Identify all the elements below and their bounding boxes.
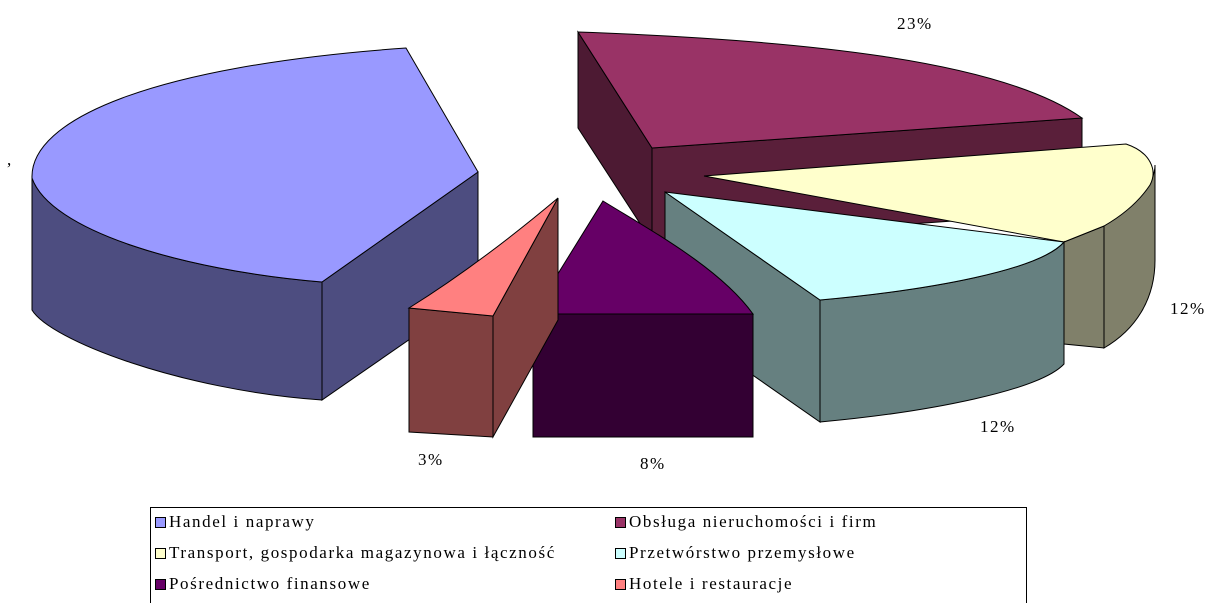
slice-handel-top xyxy=(31,47,479,283)
slice-hotele-top xyxy=(407,197,559,317)
data-label-posrednictwo: 8% xyxy=(640,454,666,473)
data-label-transport: 12% xyxy=(1170,299,1206,318)
legend-swatch-posrednictwo xyxy=(155,578,166,590)
slice-transport-top xyxy=(703,143,1154,243)
slice-przetworstwo-top xyxy=(664,191,1065,301)
legend-item-transport: Transport, gospodarka magazynowa i łączn… xyxy=(155,542,556,564)
legend-swatch-transport xyxy=(155,547,166,559)
legend-label-przetworstwo: Przetwórstwo przemysłowe xyxy=(629,543,856,562)
legend-item-handel: Handel i naprawy xyxy=(155,511,315,533)
slice-hotele xyxy=(407,197,559,439)
legend-label-handel: Handel i naprawy xyxy=(169,512,316,531)
legend-swatch-przetworstwo xyxy=(615,547,626,559)
legend-swatch-obsluga xyxy=(615,516,626,528)
slice-posrednictwo xyxy=(532,200,754,438)
slice-obsluga-top xyxy=(577,31,1084,149)
slice-transport-front xyxy=(1063,225,1105,349)
legend-label-transport: Transport, gospodarka magazynowa i łączn… xyxy=(169,543,556,562)
legend: Handel i naprawy Obsługa nieruchomości i… xyxy=(150,507,1027,603)
slice-posrednictwo-top xyxy=(532,200,754,315)
legend-item-hotele: Hotele i restauracje xyxy=(615,573,793,595)
data-label-przetworstwo: 12% xyxy=(980,417,1016,436)
legend-swatch-hotele xyxy=(615,578,626,590)
legend-label-obsluga: Obsługa nieruchomości i firm xyxy=(629,512,878,531)
data-label-hotele: 3% xyxy=(418,450,444,469)
legend-label-hotele: Hotele i restauracje xyxy=(629,574,794,593)
legend-label-posrednictwo: Pośrednictwo finansowe xyxy=(169,574,371,593)
legend-item-posrednictwo: Pośrednictwo finansowe xyxy=(155,573,371,595)
slice-handel xyxy=(31,47,479,401)
slice-transport xyxy=(703,143,1156,349)
legend-item-obsluga: Obsługa nieruchomości i firm xyxy=(615,511,877,533)
slice-hotele-front xyxy=(408,307,494,438)
data-label-handel: , xyxy=(7,150,13,169)
slice-posrednictwo-front xyxy=(532,313,754,438)
legend-item-przetworstwo: Przetwórstwo przemysłowe xyxy=(615,542,856,564)
legend-swatch-handel xyxy=(155,516,166,528)
data-label-obsluga: 23% xyxy=(897,14,933,33)
